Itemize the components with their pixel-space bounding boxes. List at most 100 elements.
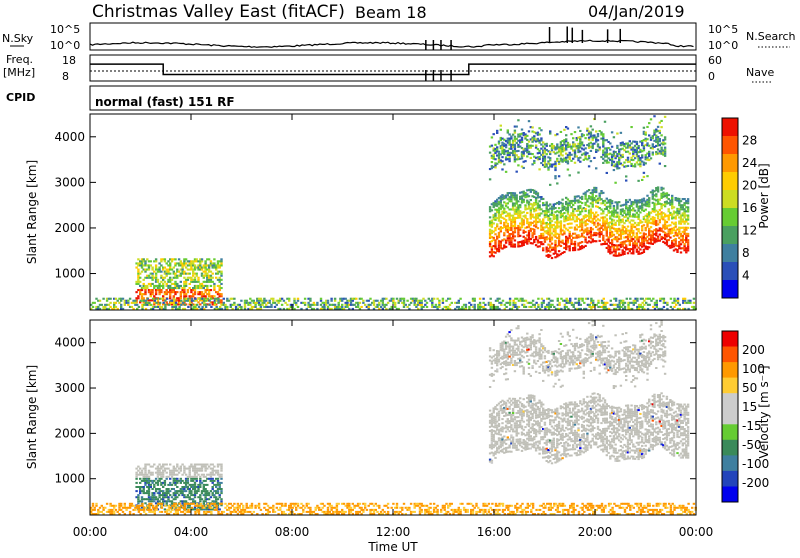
echo-cell bbox=[171, 269, 173, 271]
echo-cell bbox=[514, 235, 516, 237]
echo-cell bbox=[646, 138, 648, 140]
echo-cell bbox=[627, 219, 629, 221]
echo-cell bbox=[516, 364, 518, 366]
echo-cell bbox=[514, 231, 516, 233]
echo-cell bbox=[508, 364, 510, 366]
echo-cell bbox=[167, 468, 169, 470]
echo-cell bbox=[668, 219, 670, 221]
echo-cell bbox=[507, 132, 509, 134]
echo-cell bbox=[547, 211, 549, 213]
echo-cell bbox=[139, 478, 141, 480]
echo-cell bbox=[590, 298, 592, 300]
echo-cell bbox=[451, 302, 453, 304]
echo-cell bbox=[505, 242, 507, 244]
echo-cell bbox=[207, 298, 209, 300]
echo-cell bbox=[491, 248, 493, 250]
echo-cell bbox=[217, 300, 219, 302]
echo-cell bbox=[517, 164, 519, 166]
echo-cell bbox=[574, 214, 576, 216]
echo-cell bbox=[357, 306, 359, 308]
echo-cell bbox=[162, 283, 164, 285]
echo-cell bbox=[164, 508, 166, 510]
echo-cell bbox=[137, 279, 139, 281]
echo-cell bbox=[431, 302, 433, 304]
echo-cell bbox=[223, 298, 225, 300]
echo-cell bbox=[135, 468, 137, 470]
echo-cell bbox=[157, 466, 159, 468]
echo-cell bbox=[560, 226, 562, 228]
echo-cell bbox=[516, 198, 518, 200]
echo-cell bbox=[396, 298, 398, 300]
echo-cell bbox=[649, 298, 651, 300]
echo-cell bbox=[583, 302, 585, 304]
echo-cell bbox=[606, 151, 608, 153]
echo-cell bbox=[212, 492, 214, 494]
echo-cell bbox=[624, 306, 626, 308]
echo-cell bbox=[435, 304, 437, 306]
echo-cell bbox=[625, 175, 627, 177]
echo-cell bbox=[675, 240, 677, 242]
echo-cell bbox=[540, 208, 542, 210]
echo-cell bbox=[212, 301, 214, 303]
echo-cell bbox=[178, 258, 180, 260]
echo-cell bbox=[592, 139, 594, 141]
echo-cell bbox=[134, 302, 136, 304]
echo-cell bbox=[92, 306, 94, 308]
echo-cell bbox=[206, 468, 208, 470]
echo-cell bbox=[482, 302, 484, 304]
echo-cell bbox=[185, 283, 187, 285]
echo-cell bbox=[204, 488, 206, 490]
echo-cell bbox=[210, 298, 212, 300]
echo-cell bbox=[551, 166, 553, 168]
echo-cell bbox=[629, 244, 631, 246]
echo-cell bbox=[570, 223, 572, 225]
echo-cell bbox=[542, 366, 544, 368]
echo-cell bbox=[403, 306, 405, 308]
echo-cell bbox=[153, 295, 155, 297]
echo-cell bbox=[636, 243, 638, 245]
echo-cell bbox=[369, 304, 371, 306]
echo-cell bbox=[158, 262, 160, 264]
echo-cell bbox=[664, 153, 666, 155]
echo-cell bbox=[190, 490, 192, 492]
echo-cell bbox=[629, 234, 631, 236]
echo-cell bbox=[512, 237, 514, 239]
echo-cell bbox=[646, 175, 648, 177]
echo-cell bbox=[180, 281, 182, 283]
echo-cell bbox=[650, 157, 652, 159]
echo-cell bbox=[187, 486, 189, 488]
echo-cell bbox=[540, 162, 542, 164]
echo-cell bbox=[203, 474, 205, 476]
echo-cell bbox=[572, 216, 574, 218]
echo-cell bbox=[616, 208, 618, 210]
echo-cell bbox=[660, 126, 662, 128]
echo-cell bbox=[682, 237, 684, 239]
echo-cell bbox=[599, 219, 601, 221]
echo-cell bbox=[602, 237, 604, 239]
echo-cell bbox=[176, 482, 178, 484]
echo-cell bbox=[604, 241, 606, 243]
echo-cell bbox=[341, 306, 343, 308]
echo-cell bbox=[185, 281, 187, 283]
echo-cell bbox=[632, 230, 634, 232]
echo-cell bbox=[196, 258, 198, 260]
echo-cell bbox=[569, 233, 571, 235]
echo-cell bbox=[176, 496, 178, 498]
echo-cell bbox=[109, 306, 111, 308]
echo-cell bbox=[508, 158, 510, 160]
echo-cell bbox=[201, 273, 203, 275]
y-tick-label: 3000 bbox=[54, 175, 85, 189]
echo-cell bbox=[158, 470, 160, 472]
echo-cell bbox=[143, 279, 145, 281]
echo-cell bbox=[641, 179, 643, 181]
echo-cell bbox=[540, 329, 542, 331]
echo-cell bbox=[212, 486, 214, 488]
echo-cell bbox=[141, 267, 143, 269]
echo-cell bbox=[573, 306, 575, 308]
echo-cell bbox=[574, 227, 576, 229]
echo-cell bbox=[201, 498, 203, 500]
echo-cell bbox=[204, 476, 206, 478]
echo-cell bbox=[641, 229, 643, 231]
echo-cell bbox=[632, 250, 634, 252]
echo-cell bbox=[630, 228, 632, 230]
